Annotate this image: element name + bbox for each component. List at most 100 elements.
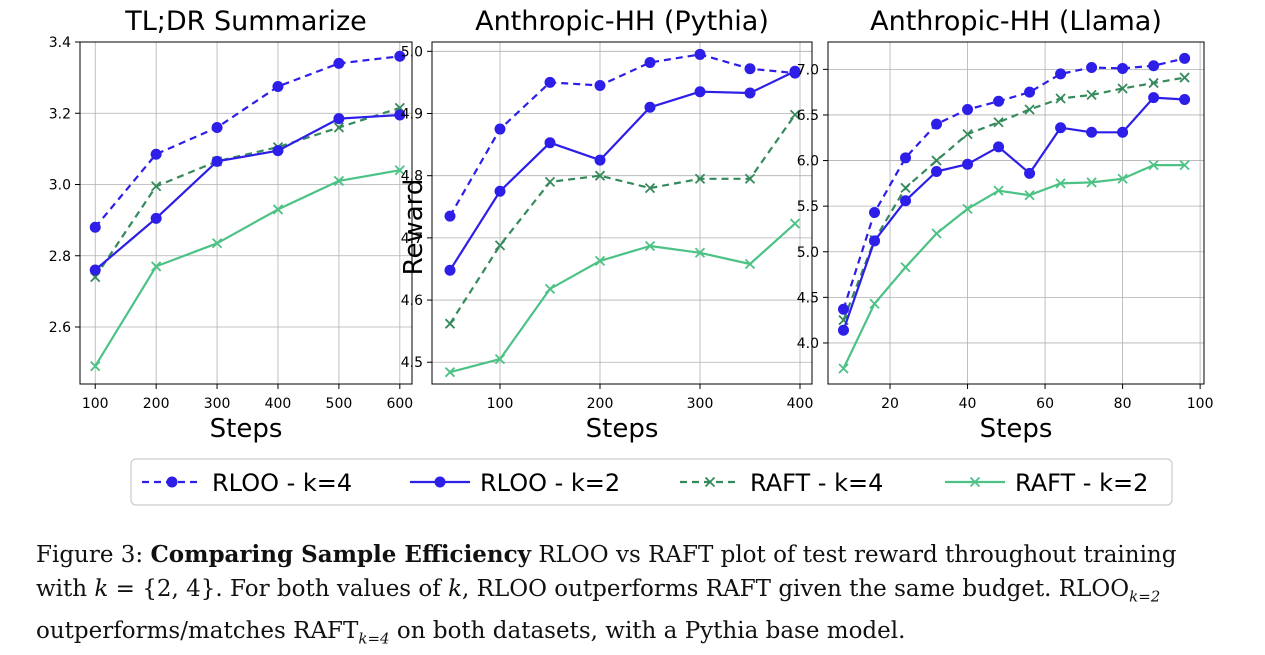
- data-point: [931, 166, 943, 178]
- data-point: [272, 145, 284, 157]
- data-point: [789, 67, 801, 79]
- data-point: [1086, 126, 1098, 138]
- series-line-raft-k-2: [94, 169, 400, 367]
- series-line-raft-k-2: [842, 164, 1185, 369]
- x-tick-label: 20: [881, 396, 899, 412]
- legend-label: RLOO - k=4: [212, 469, 352, 497]
- x-axis-label: Steps: [586, 414, 659, 444]
- caption-line-1: Figure 3: Comparing Sample Efficiency RL…: [36, 541, 1177, 568]
- data-point: [1086, 177, 1097, 188]
- x-axis-label: Steps: [980, 414, 1053, 444]
- y-tick-label: 3.2: [49, 106, 71, 122]
- charts-figure: 100 200 300 400 500 600 2.6 2.8 3.0 3.2 3.4 TL;DR S…: [49, 6, 1214, 506]
- data-point: [333, 122, 345, 133]
- data-point: [1055, 93, 1066, 104]
- data-point: [1117, 62, 1129, 74]
- chart-panel-1: 100 200 300 400 500 600 2.6 2.8 3.0 3.2 3.4 TL;DR S…: [49, 6, 413, 444]
- data-point: [1179, 72, 1190, 83]
- x-tick-label: 100: [487, 396, 514, 412]
- data-point: [962, 128, 973, 140]
- data-point: [151, 181, 162, 192]
- series-line-raft-k-2: [449, 222, 796, 374]
- data-point: [272, 204, 284, 215]
- data-point: [211, 122, 223, 133]
- data-point: [89, 264, 101, 276]
- data-point: [544, 176, 556, 188]
- data-point: [151, 261, 162, 272]
- data-point: [1117, 173, 1128, 184]
- data-point: [993, 141, 1005, 153]
- y-tick-label: 4.5: [797, 290, 819, 306]
- x-tick-label: 500: [326, 396, 353, 412]
- series-line-rloo-k-4: [94, 55, 400, 229]
- data-point: [1024, 104, 1035, 115]
- data-point: [1117, 83, 1128, 94]
- data-point: [594, 255, 606, 267]
- data-point: [744, 173, 756, 184]
- legend-marker: [166, 476, 178, 488]
- data-point: [1024, 86, 1036, 98]
- data-point: [150, 148, 162, 160]
- data-point: [962, 103, 974, 115]
- x-tick-label: 300: [687, 396, 714, 412]
- x-tick-label: 400: [787, 396, 814, 412]
- data-point: [594, 170, 606, 181]
- x-tick-label: 100: [82, 396, 109, 412]
- data-point: [1179, 159, 1190, 171]
- data-point: [90, 361, 101, 372]
- data-point: [444, 264, 456, 276]
- data-point: [394, 50, 406, 62]
- data-point: [1086, 89, 1097, 101]
- data-point: [1086, 62, 1098, 74]
- data-point: [1148, 159, 1159, 171]
- series-line-rloo-k-4: [449, 53, 796, 217]
- legend-label: RAFT - k=4: [750, 469, 883, 497]
- data-point: [694, 48, 706, 60]
- x-tick-label: 200: [143, 396, 170, 412]
- data-point: [494, 123, 506, 135]
- y-tick-label: 2.8: [49, 249, 71, 265]
- axes-frame: [79, 41, 413, 385]
- legend-marker: [434, 476, 446, 488]
- figure-caption: Figure 3: Comparing Sample Efficiency RL…: [36, 538, 1236, 655]
- data-point: [1055, 68, 1067, 80]
- data-point: [1024, 167, 1036, 179]
- x-tick-label: 80: [1114, 396, 1132, 412]
- chart-panel-3: 20 40 60 80 100 4.0 4.5 5.0 5.5 6.0 6.5 7.0 Anthropi…: [797, 6, 1214, 444]
- series-line-rloo-k-2: [449, 70, 796, 271]
- y-tick-label: 4.6: [401, 293, 423, 309]
- data-point: [838, 363, 849, 374]
- data-point: [789, 109, 801, 120]
- data-point: [1148, 60, 1160, 72]
- data-point: [962, 158, 974, 170]
- y-tick-label: 4.5: [401, 355, 423, 371]
- chart-title: Anthropic-HH (Pythia): [475, 6, 769, 37]
- data-point: [544, 283, 556, 294]
- caption-bold-title: Comparing Sample Efficiency: [150, 541, 532, 568]
- data-point: [1024, 190, 1035, 201]
- data-point: [211, 238, 223, 249]
- data-point: [1148, 92, 1160, 104]
- data-point: [962, 203, 973, 215]
- y-tick-label: 5.0: [797, 245, 819, 261]
- data-point: [644, 182, 656, 194]
- data-point: [1179, 52, 1191, 64]
- data-point: [900, 262, 911, 273]
- y-tick-label: 6.5: [797, 108, 819, 124]
- y-tick-label: 2.6: [49, 320, 71, 336]
- y-tick-label: 3.4: [49, 35, 71, 51]
- y-tick-label: 4.8: [401, 169, 423, 185]
- data-point: [444, 210, 456, 222]
- data-point: [694, 173, 706, 184]
- data-point: [931, 118, 943, 130]
- data-point: [544, 76, 556, 88]
- y-tick-label: 5.0: [401, 44, 423, 60]
- data-point: [789, 218, 801, 229]
- series-line-rloo-k-2: [842, 96, 1185, 331]
- data-point: [333, 175, 345, 187]
- data-point: [333, 113, 345, 125]
- y-tick-label: 7.0: [797, 62, 819, 78]
- caption-line-3: outperforms/matches RAFTk=4 on both data…: [36, 617, 906, 648]
- data-point: [272, 81, 284, 93]
- data-point: [1117, 126, 1129, 138]
